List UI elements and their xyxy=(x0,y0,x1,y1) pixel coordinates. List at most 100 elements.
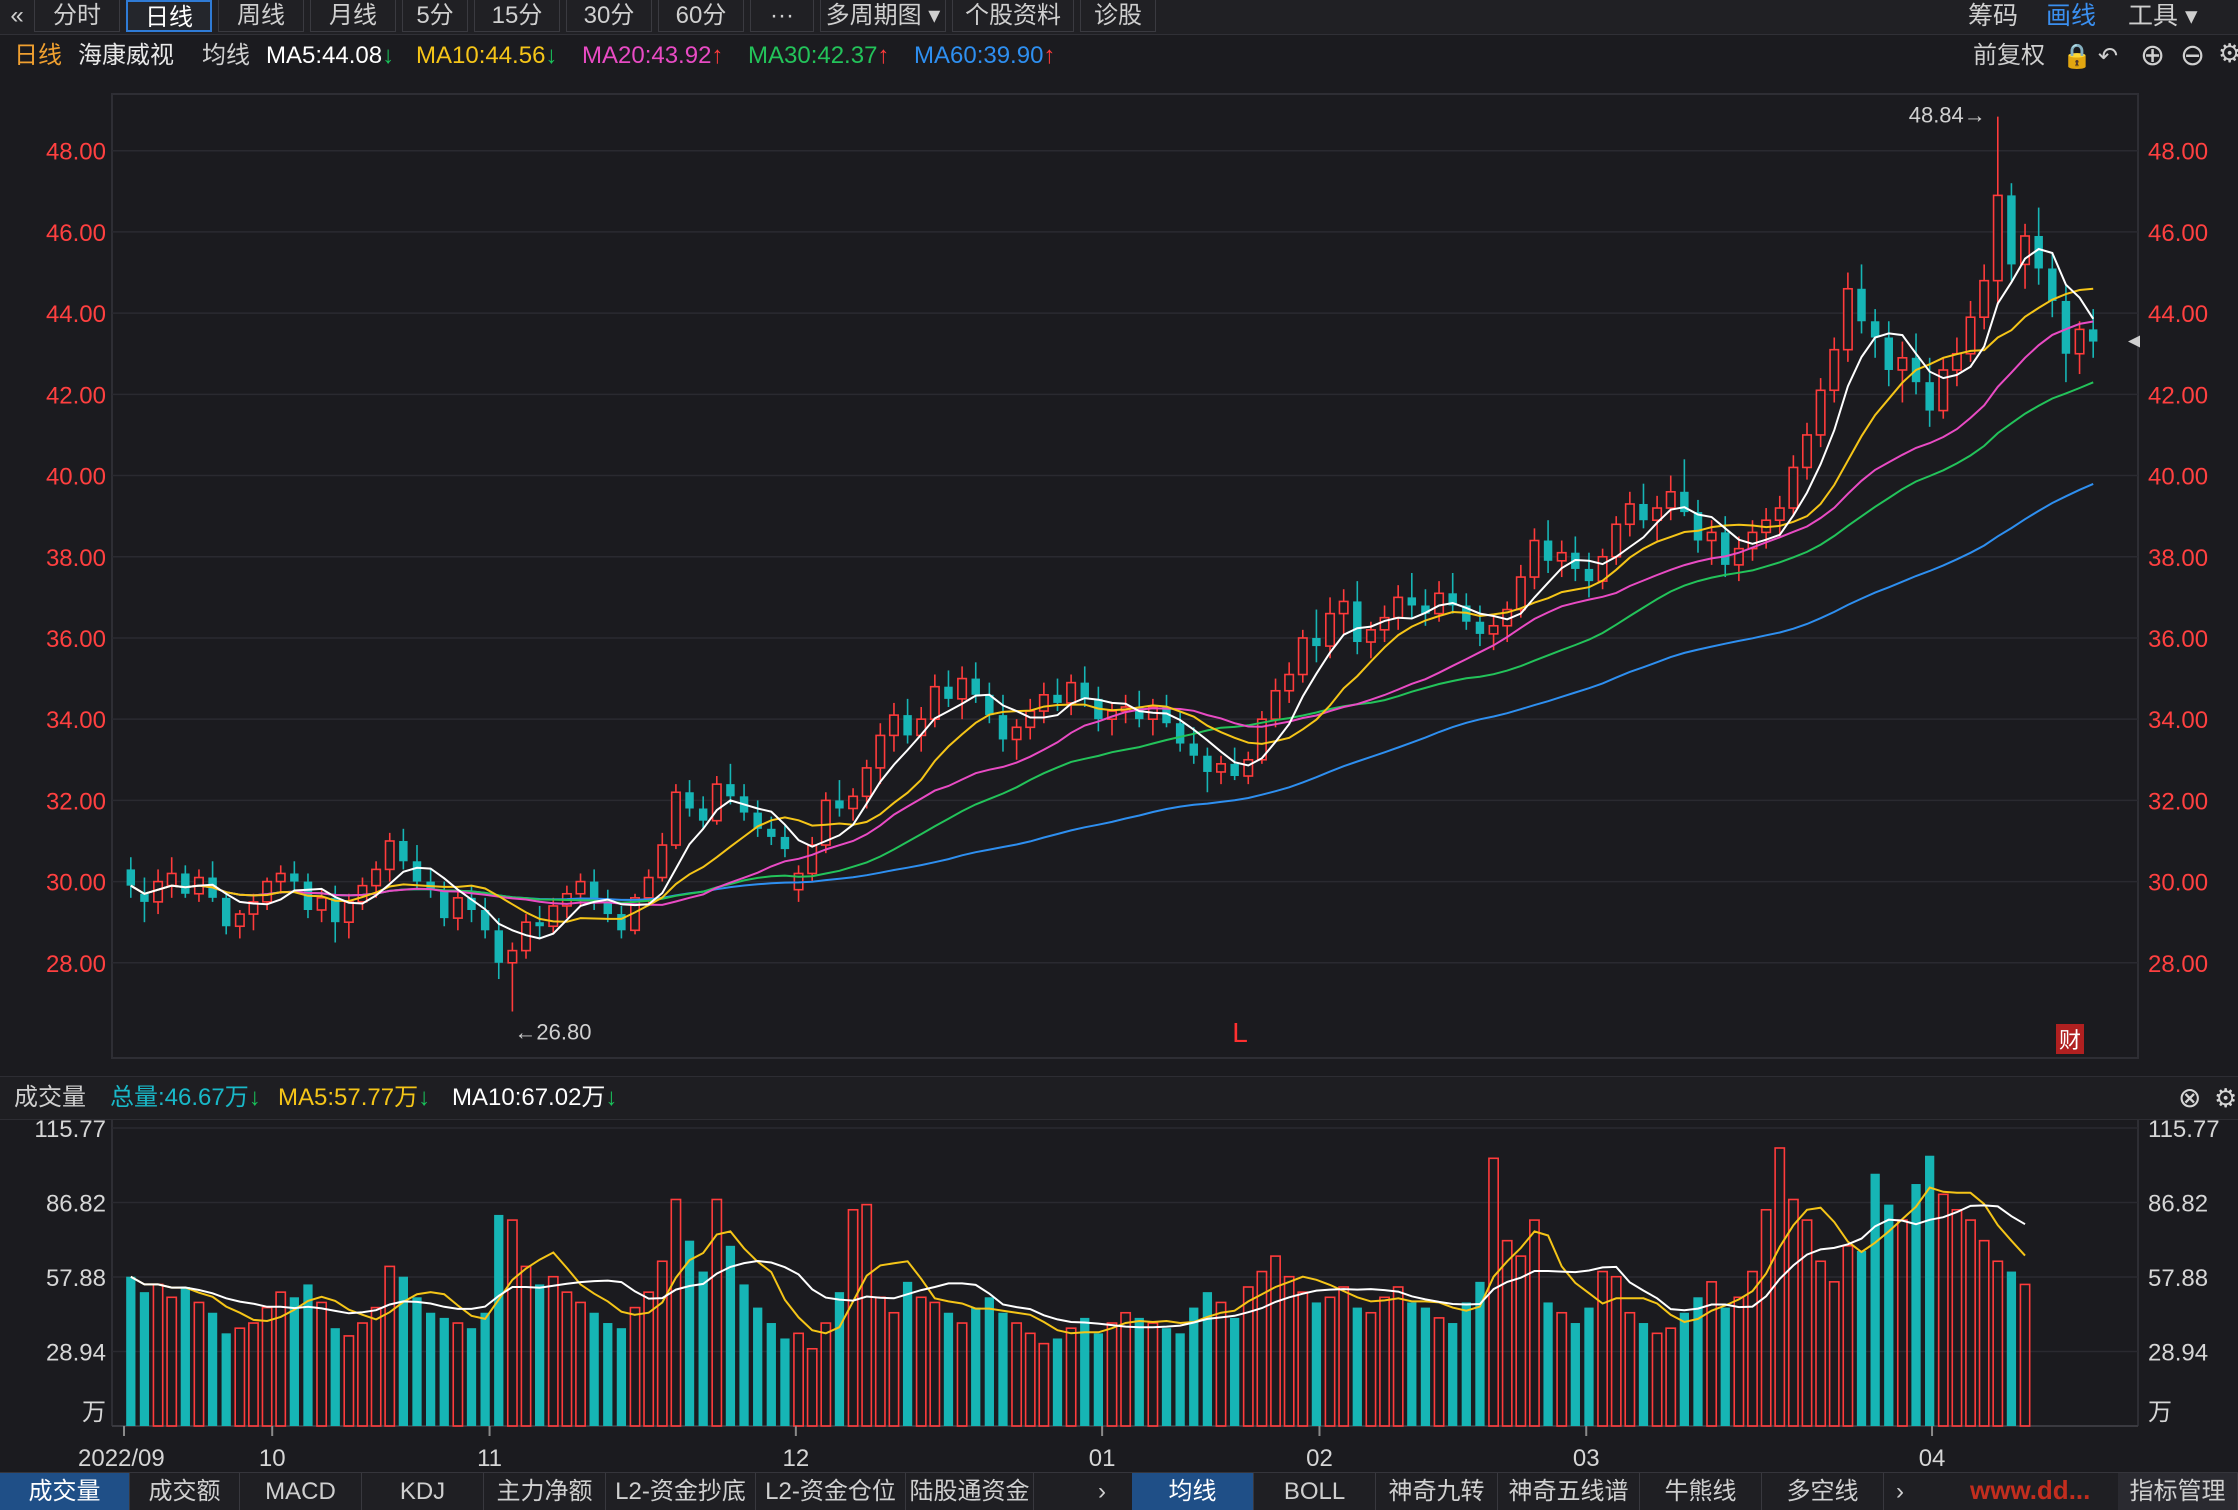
volume-ma10: MA10:67.02万↓ xyxy=(452,1084,618,1111)
chevron-right-icon[interactable]: › xyxy=(1098,1478,1106,1505)
candle-body xyxy=(767,828,776,837)
vol-label-right: 86.82 xyxy=(2148,1191,2208,1218)
indicator-tab-2[interactable]: 神奇九转 xyxy=(1376,1473,1498,1510)
volume-bar xyxy=(425,1312,436,1426)
volume-bar xyxy=(2006,1271,2017,1426)
volume-bar xyxy=(139,1292,150,1426)
double-chevron-left-icon[interactable]: « xyxy=(10,2,24,29)
volume-bar xyxy=(915,1296,927,1427)
volume-bar xyxy=(780,1338,790,1426)
volume-bar xyxy=(1760,1208,1772,1427)
bottom-tab-6[interactable]: L2-资金仓位 xyxy=(756,1473,906,1510)
ma-item-3: MA30:42.37↑ xyxy=(748,42,890,69)
volume-bar xyxy=(1297,1291,1309,1427)
candle-body xyxy=(412,861,422,882)
bottom-tab-4[interactable]: 主力净额 xyxy=(484,1473,606,1510)
close-icon[interactable]: ⊗ xyxy=(2178,1082,2202,1113)
tab-10[interactable]: 个股资料 xyxy=(952,0,1074,32)
volume-bar xyxy=(793,1332,804,1427)
volume-bar xyxy=(1202,1292,1213,1426)
tab-6[interactable]: 30分 xyxy=(566,0,652,32)
volume-chart[interactable]: 115.77 115.77 86.82 86.82 57.88 57.88 28.94 28.… xyxy=(0,1120,2238,1472)
volume-bar xyxy=(398,1276,408,1426)
bottom-tab-2[interactable]: MACD xyxy=(240,1473,362,1510)
candle-body xyxy=(1488,624,1499,635)
volume-bar xyxy=(1597,1270,1609,1427)
volume-bar xyxy=(739,1284,749,1426)
volume-bar xyxy=(193,1301,205,1427)
candlestick-chart[interactable]: 48.00 48.00 46.00 46.00 44.00 44.00 42.00 42.00… xyxy=(0,78,2238,1074)
indicator-manage-button[interactable]: 指标管理 xyxy=(2118,1473,2238,1510)
bottom-tab-7[interactable]: 陆股通资金 xyxy=(906,1473,1034,1510)
indicator-tab-4[interactable]: 牛熊线 xyxy=(1640,1473,1762,1510)
indicator-tab-3[interactable]: 神奇五线谱 xyxy=(1498,1473,1640,1510)
candle-body xyxy=(1393,596,1404,619)
volume-bar xyxy=(1801,1219,1813,1427)
drawing-button[interactable]: 画线 xyxy=(2046,2,2097,30)
indicator-tabs: 成交量 成交额 MACD KDJ 主力净额 L2-资金抄底 L2-资金仓位 陆股通资金 › 均… xyxy=(0,1472,2238,1510)
ma-label[interactable]: 均线 xyxy=(202,42,250,69)
tab-11[interactable]: 诊股 xyxy=(1080,0,1156,32)
tab-8[interactable]: ··· xyxy=(750,0,814,32)
candle-body xyxy=(1652,507,1663,522)
indicator-tab-5[interactable]: 多空线 xyxy=(1762,1473,1884,1510)
candle-body xyxy=(316,897,327,911)
bottom-tab-3[interactable]: KDJ xyxy=(362,1473,484,1510)
candle-body xyxy=(685,792,694,809)
candle-body xyxy=(985,694,994,716)
settings-icon[interactable]: ⚙ xyxy=(2218,38,2238,68)
candle-body xyxy=(1284,673,1295,692)
volume-bar xyxy=(439,1317,449,1426)
candle-body xyxy=(440,889,449,919)
candle-body xyxy=(780,836,790,850)
indicator-tab-0[interactable]: 均线 xyxy=(1132,1473,1254,1510)
volume-bar xyxy=(1733,1296,1745,1427)
bottom-tab-1[interactable]: 成交额 xyxy=(130,1473,240,1510)
volume-bar xyxy=(275,1291,287,1427)
indicator-tab-1[interactable]: BOLL xyxy=(1254,1473,1376,1510)
volume-bar xyxy=(1870,1173,1880,1426)
bottom-tab-0[interactable]: 成交量 xyxy=(0,1473,130,1510)
volume-bar xyxy=(1038,1342,1050,1427)
tab-2[interactable]: 周线 xyxy=(218,0,304,32)
zoom-in-icon[interactable]: ⊕ xyxy=(2140,39,2166,72)
price-label-right: 30.00 xyxy=(2148,870,2208,897)
volume-bar xyxy=(384,1265,396,1427)
candle-body xyxy=(2088,329,2098,342)
tab-4[interactable]: 5分 xyxy=(402,0,468,32)
volume-bar xyxy=(1693,1297,1703,1426)
candle-body xyxy=(1801,434,1813,469)
bottom-tab-5[interactable]: L2-资金抄底 xyxy=(606,1473,756,1510)
settings-icon[interactable]: ⚙ xyxy=(2214,1083,2238,1113)
tab-1[interactable]: 日线 xyxy=(126,0,212,32)
adjust-label[interactable]: 前复权 xyxy=(1973,42,2045,69)
tools-button[interactable]: 工具 ▾ xyxy=(2128,2,2198,30)
volume-bar xyxy=(643,1291,655,1427)
volume-ma5: MA5:57.77万↓ xyxy=(278,1084,431,1111)
tab-5[interactable]: 15分 xyxy=(474,0,560,32)
candle-body xyxy=(617,914,626,931)
tab-7[interactable]: 60分 xyxy=(658,0,744,32)
zoom-out-icon[interactable]: ⊖ xyxy=(2180,39,2206,72)
volume-bar xyxy=(1911,1184,1921,1426)
undo-icon[interactable]: ↶ xyxy=(2098,43,2119,70)
tab-9[interactable]: 多周期图 ▾ xyxy=(820,0,946,32)
volume-bar xyxy=(480,1312,490,1426)
candle-body xyxy=(1733,547,1744,566)
chevron-right-icon[interactable]: › xyxy=(1896,1478,1904,1505)
candle-body xyxy=(875,734,886,769)
volume-bar xyxy=(956,1322,968,1427)
candle-body xyxy=(1788,466,1799,509)
tab-0[interactable]: 分时 xyxy=(34,0,120,32)
candle-body xyxy=(944,686,953,699)
tab-3[interactable]: 月线 xyxy=(310,0,396,32)
volume-bar xyxy=(1338,1286,1350,1427)
candle-body xyxy=(262,880,273,903)
candle-body xyxy=(1842,287,1853,351)
lock-icon[interactable]: 🔒 xyxy=(2062,43,2092,70)
volume-bar xyxy=(1270,1255,1281,1427)
volume-bar xyxy=(1256,1270,1268,1427)
candle-body xyxy=(929,685,940,720)
price-label-left: 48.00 xyxy=(46,139,106,166)
chips-button[interactable]: 筹码 xyxy=(1968,2,2019,30)
